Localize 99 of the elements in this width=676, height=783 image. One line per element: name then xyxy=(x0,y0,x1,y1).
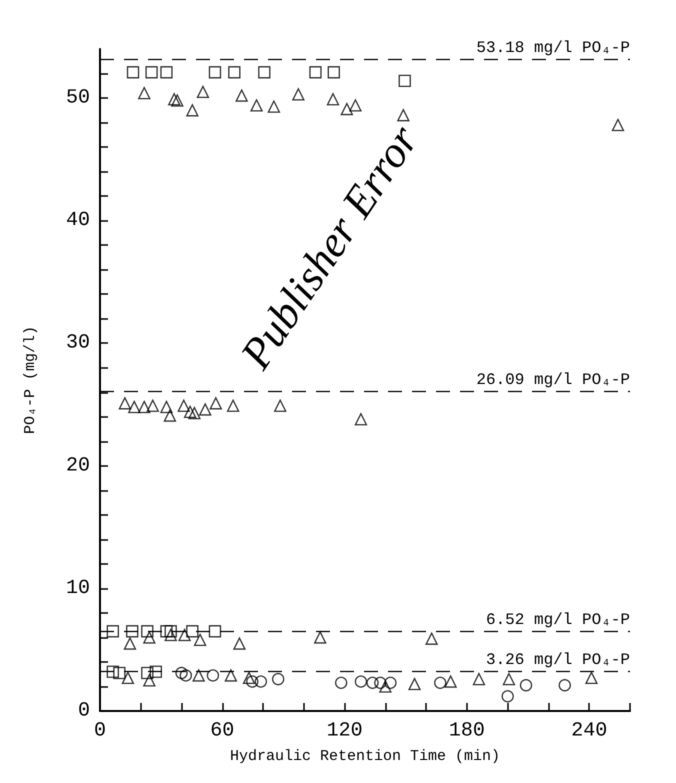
point xyxy=(126,66,140,78)
point xyxy=(184,406,196,418)
point xyxy=(124,637,136,650)
point xyxy=(122,672,134,684)
point xyxy=(309,66,322,78)
point xyxy=(138,400,150,414)
y-axis-title: PO₄-P (mg/l) xyxy=(22,326,39,434)
point xyxy=(233,637,246,650)
point xyxy=(143,631,156,644)
point xyxy=(150,666,162,678)
point xyxy=(398,74,411,88)
point xyxy=(192,669,205,682)
point xyxy=(164,628,177,642)
point xyxy=(188,406,201,420)
point xyxy=(138,86,150,100)
point xyxy=(186,104,198,116)
point xyxy=(250,99,263,112)
point xyxy=(328,66,340,78)
point xyxy=(178,400,190,412)
point xyxy=(366,676,379,689)
point xyxy=(106,666,119,678)
point xyxy=(384,676,397,689)
point xyxy=(210,397,222,410)
x-tick-label: 0 xyxy=(94,720,106,742)
point xyxy=(126,625,138,638)
ref-line-label: 6.52 mg/l PO₄-P xyxy=(486,611,630,630)
point xyxy=(268,100,280,113)
point xyxy=(160,625,173,638)
point xyxy=(196,86,210,98)
point xyxy=(160,66,173,78)
point xyxy=(408,678,421,690)
point xyxy=(226,400,240,412)
point xyxy=(354,413,368,426)
point xyxy=(354,675,368,688)
point xyxy=(349,99,362,112)
point xyxy=(171,94,184,107)
point xyxy=(208,66,222,78)
point xyxy=(272,672,284,686)
point xyxy=(520,679,532,692)
point xyxy=(178,628,191,642)
point xyxy=(141,625,154,638)
ref-line-label: 53.18 mg/l PO₄-P xyxy=(476,39,630,58)
point xyxy=(145,66,158,78)
point xyxy=(199,403,212,416)
point xyxy=(585,672,598,684)
point xyxy=(558,679,571,692)
x-tick-label: 60 xyxy=(210,720,234,742)
y-tick-label: 20 xyxy=(66,454,90,478)
point xyxy=(502,672,516,686)
point xyxy=(194,634,206,646)
point xyxy=(228,66,240,78)
x-axis-title: Hydraulic Retention Time (min) xyxy=(230,748,500,765)
point xyxy=(208,625,222,638)
point xyxy=(274,400,286,412)
point xyxy=(242,672,256,684)
point xyxy=(113,666,126,680)
point xyxy=(502,690,514,702)
point xyxy=(444,675,457,688)
ref-line-label: 3.26 mg/l PO₄-P xyxy=(486,651,630,670)
point xyxy=(206,669,220,682)
point xyxy=(340,102,354,116)
point xyxy=(164,625,177,638)
point xyxy=(397,109,410,122)
y-tick-label: 30 xyxy=(66,332,90,355)
x-tick-label: 180 xyxy=(448,720,485,742)
point xyxy=(128,400,140,414)
point xyxy=(314,631,326,644)
point xyxy=(106,625,119,638)
point xyxy=(164,409,176,422)
point xyxy=(224,669,238,682)
point xyxy=(292,88,304,101)
point xyxy=(160,400,173,414)
ref-line-label: 26.09 mg/l PO₄-P xyxy=(476,371,630,390)
point xyxy=(612,118,624,132)
point xyxy=(374,676,386,689)
y-tick-label: 0 xyxy=(78,700,90,722)
point xyxy=(168,93,180,106)
point xyxy=(186,625,198,638)
point xyxy=(118,397,132,410)
y-tick-label: 40 xyxy=(66,209,90,232)
point xyxy=(426,632,438,645)
y-tick-label: 10 xyxy=(66,576,90,600)
point xyxy=(472,672,486,686)
point xyxy=(141,666,154,680)
point xyxy=(175,666,188,680)
x-tick-label: 240 xyxy=(571,720,608,742)
point xyxy=(434,676,446,689)
point xyxy=(180,669,192,682)
point xyxy=(236,89,248,102)
point xyxy=(379,680,392,693)
x-tick-label: 120 xyxy=(326,720,363,742)
point xyxy=(246,675,258,688)
point xyxy=(335,676,348,689)
y-tick-label: 50 xyxy=(66,86,90,110)
point xyxy=(254,675,267,688)
point xyxy=(326,93,340,106)
point xyxy=(143,674,156,686)
point xyxy=(146,400,159,412)
point xyxy=(258,66,270,78)
